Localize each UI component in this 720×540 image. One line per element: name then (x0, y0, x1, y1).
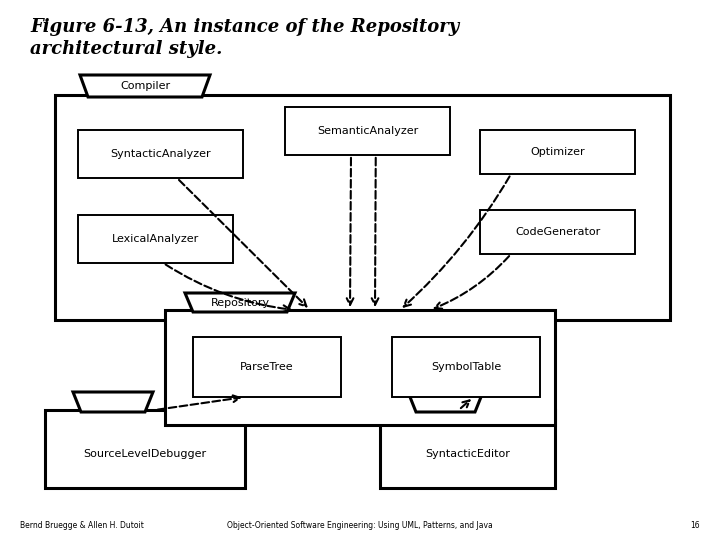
Bar (285, 107, 450, 155)
Text: Repository: Repository (210, 298, 269, 307)
Polygon shape (73, 392, 153, 412)
Text: Bernd Bruegge & Allen H. Dutoit: Bernd Bruegge & Allen H. Dutoit (20, 521, 144, 530)
Bar (165, 310, 555, 425)
Text: ParseTree: ParseTree (240, 362, 294, 372)
Polygon shape (185, 293, 295, 312)
Bar (55, 95, 670, 320)
Text: SyntacticAnalyzer: SyntacticAnalyzer (110, 149, 211, 159)
Text: SyntacticEditor: SyntacticEditor (425, 449, 510, 459)
Bar (480, 210, 635, 254)
Text: CodeGenerator: CodeGenerator (515, 227, 600, 237)
Bar (392, 337, 540, 397)
Text: architectural style.: architectural style. (30, 40, 222, 58)
Text: Object-Oriented Software Engineering: Using UML, Patterns, and Java: Object-Oriented Software Engineering: Us… (227, 521, 493, 530)
Text: SymbolTable: SymbolTable (431, 362, 501, 372)
Bar (193, 337, 341, 397)
Text: SemanticAnalyzer: SemanticAnalyzer (317, 126, 418, 136)
Bar (45, 410, 245, 488)
Text: 16: 16 (690, 521, 700, 530)
Text: SourceLevelDebugger: SourceLevelDebugger (84, 449, 207, 459)
Text: LexicalAnalyzer: LexicalAnalyzer (112, 234, 199, 244)
Polygon shape (408, 392, 483, 412)
Bar (78, 215, 233, 263)
Text: Compiler: Compiler (120, 81, 170, 91)
Bar (380, 410, 555, 488)
Bar (78, 130, 243, 178)
Bar (480, 130, 635, 174)
Polygon shape (80, 75, 210, 97)
Text: Optimizer: Optimizer (530, 147, 585, 157)
Text: Figure 6-13, An instance of the Repository: Figure 6-13, An instance of the Reposito… (30, 18, 459, 36)
